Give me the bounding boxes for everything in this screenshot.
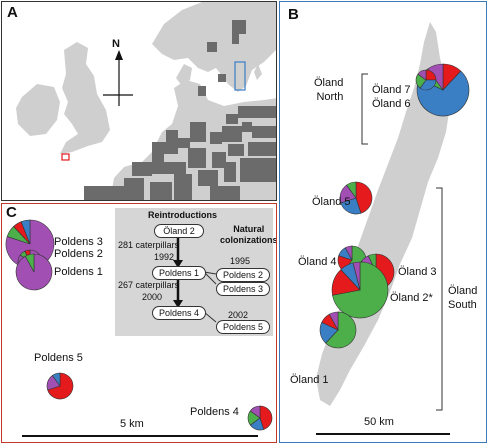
poldens-4-label: Poldens 4: [190, 406, 239, 418]
inset-caterpillars-281: 281 caterpillars: [118, 240, 180, 250]
pie-oland-north: [415, 63, 470, 117]
pie-slice-purple: [344, 245, 353, 261]
oland-5-label: Öland 5: [312, 196, 351, 208]
inset-poldens3-box: Poldens 3: [216, 282, 270, 296]
pie-slice-green: [24, 253, 35, 273]
pie-slice-green: [346, 181, 357, 199]
panel-b-oland-map: B Öland North Öland 7 Öland 6 Öland 5 Öl…: [279, 1, 487, 443]
inset-caterpillars-267: 267 caterpillars: [118, 280, 180, 290]
pie-slice-blue: [419, 79, 437, 91]
pie-slice-red: [355, 181, 373, 214]
inset-poldens5-box: Poldens 5: [216, 320, 270, 334]
scale-50km-label: 50 km: [364, 416, 394, 428]
pie-slice-blue: [20, 219, 31, 245]
panel-a-europe-map: A: [1, 1, 277, 201]
inset-natural-title: Natural colonizations: [220, 224, 277, 245]
oland-6-label: Öland 6: [372, 98, 411, 110]
oland-island-map: [316, 22, 470, 435]
poldens-2-label: Poldens 2: [54, 248, 103, 260]
pie-slice-purple: [328, 311, 339, 331]
pie-oland-1: [319, 311, 357, 349]
inset-poldens2-box: Poldens 2: [216, 268, 270, 282]
pie-poldens-1: [15, 253, 53, 291]
inset-year-1995: 1995: [230, 256, 251, 266]
panel-c-poldens-map: C Poldens 3 Poldens 2 Poldens 1 Poldens …: [1, 203, 277, 443]
oland-south-label: Öland South: [448, 285, 478, 311]
pie-slice-purple: [352, 261, 361, 291]
oland-1-label: Öland 1: [290, 374, 329, 386]
poldens-5-label: Poldens 5: [34, 352, 83, 364]
compass-north-label: N: [112, 38, 120, 50]
oland-2-label: Öland 2*: [390, 292, 433, 304]
oland-4-label: Öland 4: [298, 256, 337, 268]
oland-7-label: Öland 7: [372, 84, 411, 96]
panel-b-label: B: [288, 6, 299, 23]
scale-5km-label: 5 km: [120, 418, 144, 430]
pie-poldens-4: [247, 405, 273, 431]
pie-poldens-5: [46, 372, 74, 400]
inset-reintroductions-title: Reintroductions: [148, 210, 217, 220]
oland-north-label: Öland North: [314, 77, 344, 103]
europe-map: [16, 2, 276, 200]
oland-3-label: Öland 3: [398, 266, 437, 278]
inset-poldens4-box: Poldens 4: [152, 306, 206, 320]
pie-slice-purple: [249, 405, 261, 419]
inset-oland2-box: Öland 2: [154, 224, 204, 238]
pie-slice-purple: [417, 69, 427, 81]
pie-slice-blue: [51, 372, 61, 387]
inset-year-1992: 1992: [154, 252, 175, 262]
pie-slice-blue: [416, 70, 470, 117]
panel-a-label: A: [7, 4, 18, 21]
inset-year-2000: 2000: [142, 292, 163, 302]
pie-slice-red: [259, 405, 273, 430]
panel-c-label: C: [6, 204, 17, 221]
inset-year-2002: 2002: [228, 310, 249, 320]
poldens-3-label: Poldens 3: [54, 236, 103, 248]
poldens-1-label: Poldens 1: [54, 266, 103, 278]
inset-poldens1-box: Poldens 1: [152, 266, 206, 280]
pie-oland-5: [339, 181, 373, 215]
pie-slice-green: [325, 311, 357, 349]
pie-oland-2: [331, 261, 389, 319]
